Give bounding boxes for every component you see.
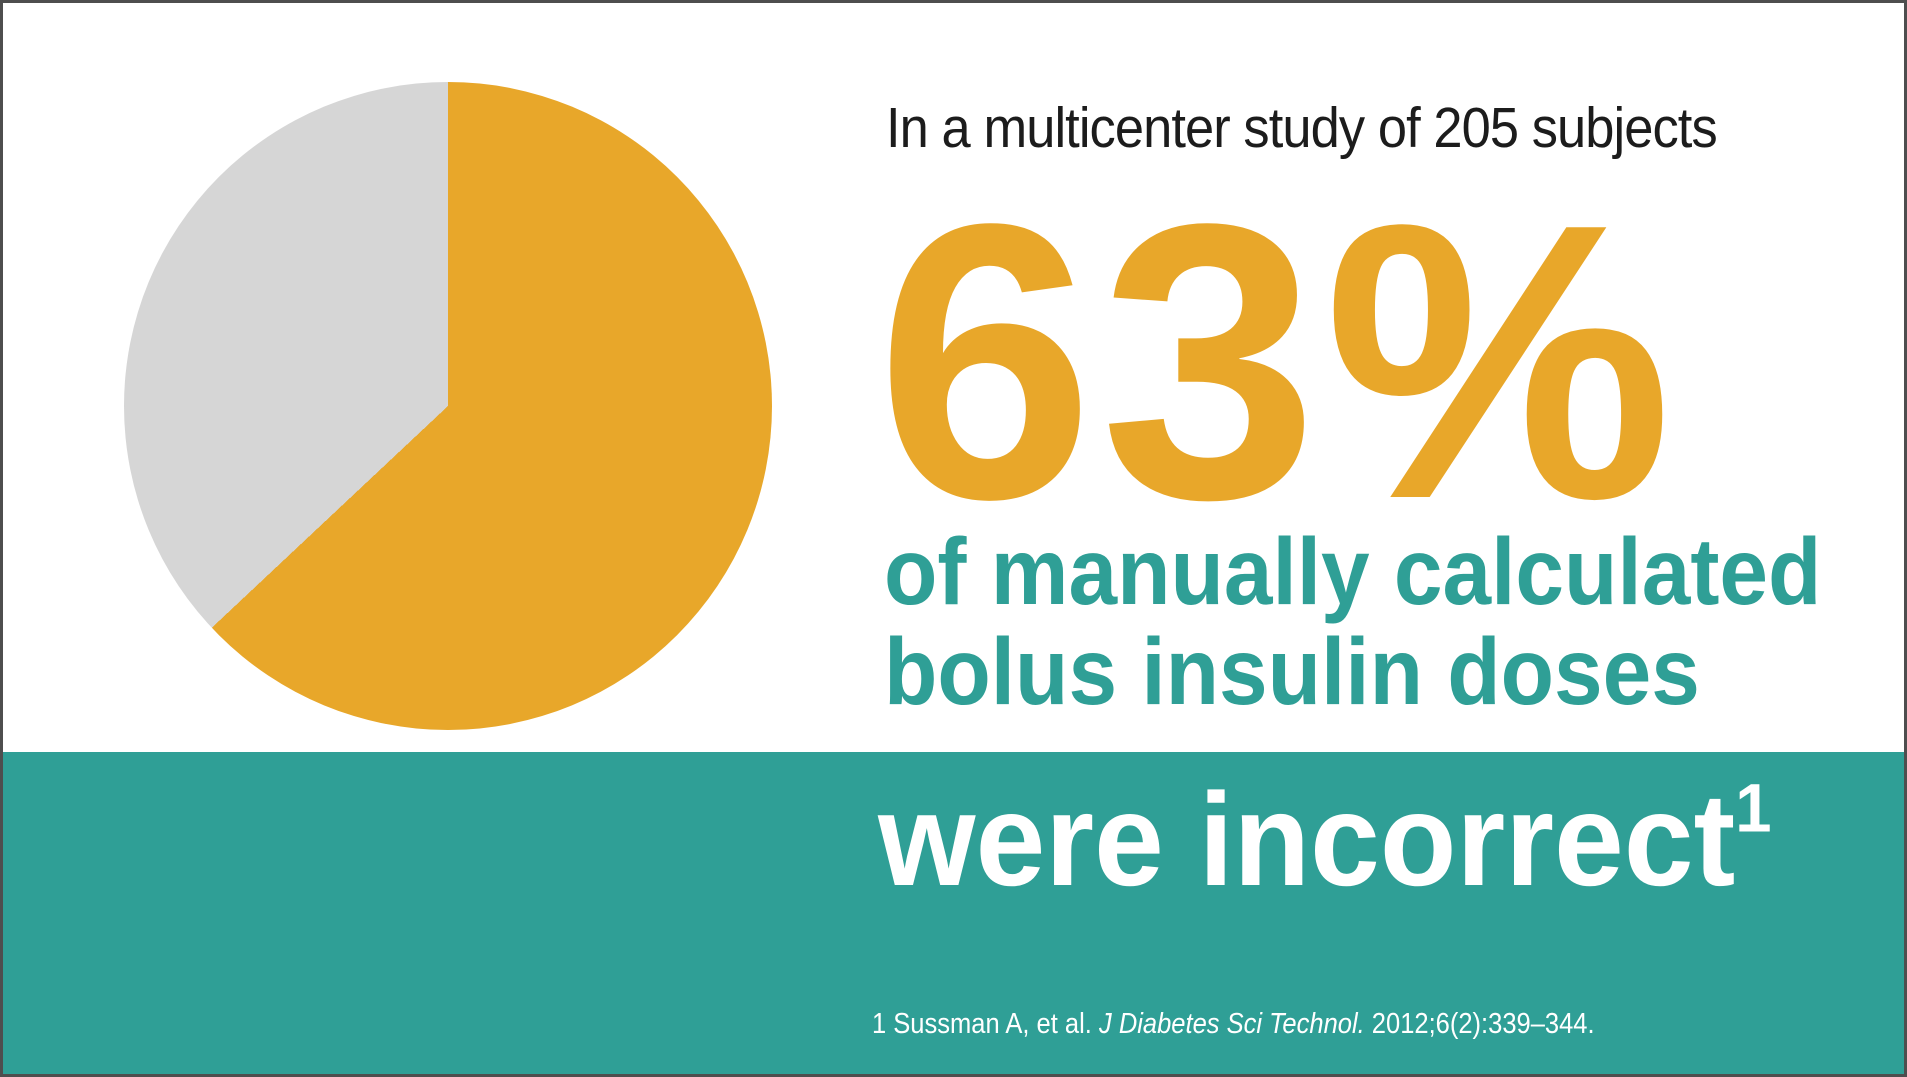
study-headline: In a multicenter study of 205 subjects xyxy=(886,96,1718,160)
citation-tail: 2012;6(2):339–344. xyxy=(1364,1008,1595,1040)
teal-banner xyxy=(0,752,1907,1077)
stat-description-line-1: of manually calculated xyxy=(884,519,1822,625)
citation-prefix: 1 Sussman A, et al. xyxy=(872,1008,1099,1040)
stat-description: of manually calculated bolus insulin dos… xyxy=(884,519,1822,725)
stat-percentage: 63% xyxy=(876,143,1679,581)
stat-description-line-2: bolus insulin doses xyxy=(884,618,1700,725)
citation-footnote: 1 Sussman A, et al. J Diabetes Sci Techn… xyxy=(872,1008,1595,1041)
citation-journal: J Diabetes Sci Technol. xyxy=(1098,1008,1365,1040)
pie-chart xyxy=(124,82,772,730)
banner-statement-text: were incorrect xyxy=(878,766,1736,913)
banner-statement: were incorrect1 xyxy=(878,774,1772,906)
reference-superscript: 1 xyxy=(1735,769,1772,847)
